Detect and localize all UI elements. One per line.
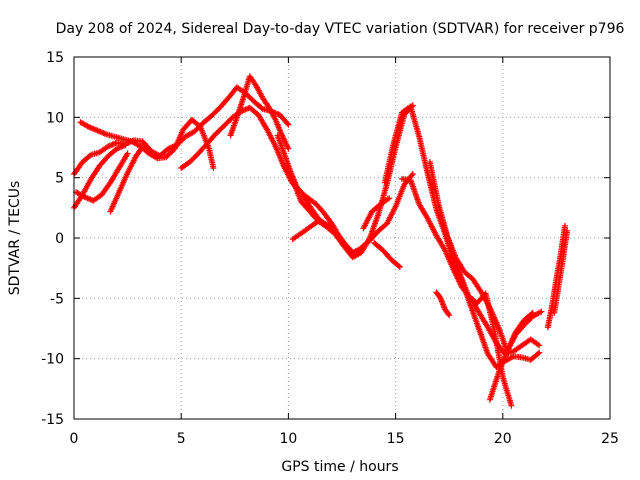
series-track-12 <box>360 195 393 232</box>
data-point <box>140 142 147 149</box>
data-series <box>71 73 571 409</box>
series-track-4 <box>73 150 131 204</box>
series-track-11 <box>349 171 416 258</box>
x-tick-label: 10 <box>279 431 297 447</box>
x-axis-label: GPS time / hours <box>281 459 398 475</box>
data-point <box>564 227 571 234</box>
axis-ticks <box>73 56 611 420</box>
y-tick-label: -15 <box>41 412 64 428</box>
data-point <box>528 310 535 317</box>
data-point <box>396 264 403 270</box>
data-point <box>536 342 543 349</box>
series-track-19 <box>486 309 536 403</box>
series-track-10 <box>274 132 339 233</box>
data-point <box>538 308 545 315</box>
data-point <box>284 120 291 127</box>
y-tick-label: 0 <box>55 231 64 247</box>
y-tick-label: -5 <box>50 291 64 307</box>
data-point <box>285 121 292 128</box>
tick-labels: 0 5 10 15 20 25 -15 -10 -5 0 5 10 15 <box>41 50 619 447</box>
chart-title: Day 208 of 2024, Sidereal Day-to-day VTE… <box>56 21 625 37</box>
x-tick-label: 5 <box>177 431 186 447</box>
y-tick-label: 15 <box>46 50 64 66</box>
data-point <box>446 312 453 319</box>
data-point <box>386 195 393 202</box>
data-point <box>508 402 515 409</box>
x-tick-label: 20 <box>494 431 512 447</box>
series-track-7 <box>227 73 292 152</box>
series-track-18 <box>439 219 515 409</box>
series-track-17 <box>433 289 453 319</box>
data-point <box>409 171 416 177</box>
x-tick-label: 25 <box>601 431 619 447</box>
data-point <box>395 262 402 269</box>
data-point <box>122 142 129 149</box>
y-tick-label: 10 <box>46 110 64 126</box>
data-point <box>210 165 217 171</box>
x-tick-label: 15 <box>387 431 405 447</box>
data-point <box>536 349 543 356</box>
x-tick-label: 0 <box>70 431 79 447</box>
data-point <box>562 222 568 229</box>
data-point <box>285 145 292 152</box>
data-point <box>445 311 452 317</box>
y-tick-label: 5 <box>55 171 64 187</box>
data-point <box>332 226 339 233</box>
y-tick-label: -10 <box>41 352 64 368</box>
data-point <box>124 150 131 157</box>
data-point <box>141 140 148 147</box>
data-point <box>535 350 541 357</box>
series-track-21 <box>551 227 571 316</box>
data-point <box>529 309 536 316</box>
series-track-13 <box>371 239 403 270</box>
series-track-9 <box>289 218 365 256</box>
series-track-1 <box>71 84 292 177</box>
y-axis-label: SDTVAR / TECUs <box>7 181 23 296</box>
series-track-5 <box>107 140 148 215</box>
